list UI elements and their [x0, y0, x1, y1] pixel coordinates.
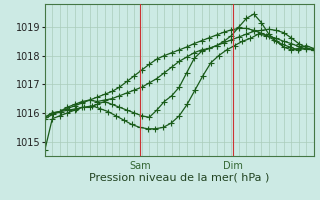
Text: Sam: Sam	[129, 161, 151, 171]
Text: Dim: Dim	[223, 161, 243, 171]
X-axis label: Pression niveau de la mer( hPa ): Pression niveau de la mer( hPa )	[89, 173, 269, 183]
